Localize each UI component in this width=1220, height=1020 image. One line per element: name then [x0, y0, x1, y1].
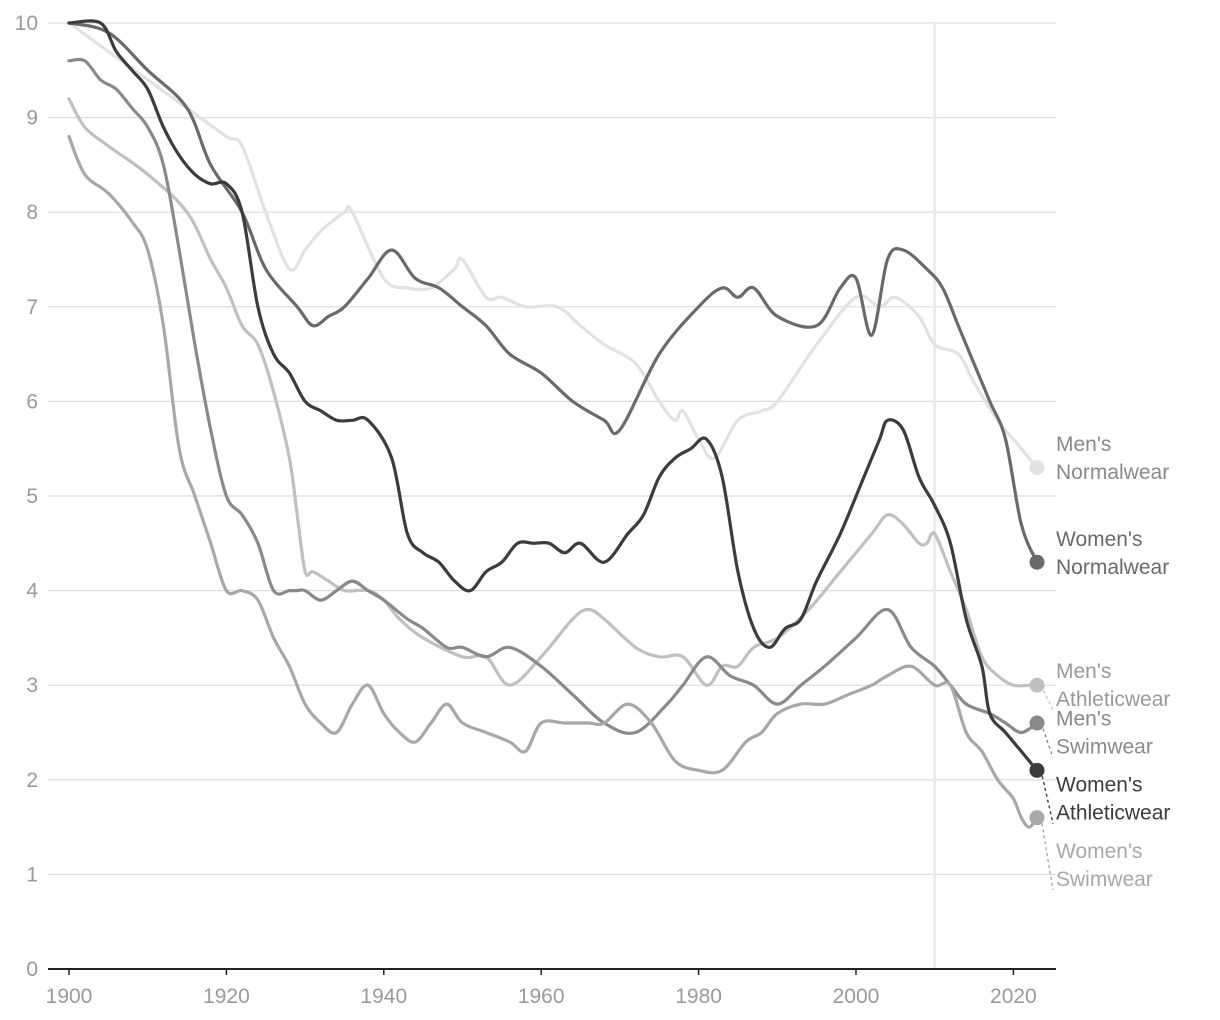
y-tick-label: 1 — [26, 863, 38, 886]
y-tick-label: 9 — [26, 107, 38, 130]
series-end-dot — [1029, 677, 1045, 693]
y-tick-label: 4 — [26, 580, 38, 603]
series-label-line: Men's — [1056, 433, 1111, 456]
label-leader-line — [1040, 722, 1054, 758]
series-label-line: Athleticwear — [1056, 688, 1170, 711]
y-tick-label: 0 — [26, 958, 38, 981]
series-end-dot — [1029, 460, 1045, 476]
series-line-5 — [67, 134, 1039, 829]
label-leader-line — [1040, 684, 1054, 711]
x-tick-label: 1920 — [203, 985, 250, 1008]
x-tick-label: 1940 — [360, 985, 407, 1008]
y-tick-label: 10 — [15, 12, 38, 35]
series-lines — [67, 19, 1039, 829]
series-label: Women's Athleticwear — [1056, 774, 1170, 825]
y-tick-label: 5 — [26, 485, 38, 508]
y-axis: 0 1 2 3 4 5 6 7 8 9 10 — [15, 12, 39, 981]
series-line-1 — [67, 21, 1039, 564]
series-label-line: Women's — [1056, 774, 1142, 797]
series-label-line: Swimwear — [1056, 736, 1153, 759]
label-leader-line — [1040, 817, 1054, 891]
series-label-line: Men's — [1056, 660, 1111, 683]
x-axis: 1900 1920 1940 1960 1980 2000 2020 — [46, 968, 1056, 1008]
series-line-2 — [67, 97, 1039, 688]
series-end-dot — [1029, 554, 1045, 570]
series-end-dot — [1029, 762, 1045, 778]
series-end-dot — [1029, 715, 1045, 731]
series-label: Women's Swimwear — [1056, 840, 1153, 891]
series-label-line: Normalwear — [1056, 461, 1169, 484]
series-line-4 — [67, 19, 1039, 772]
x-tick-label: 1960 — [518, 985, 565, 1008]
series-end-dot — [1029, 810, 1045, 826]
series-label-line: Normalwear — [1056, 556, 1169, 579]
series-label: Women's Normalwear — [1056, 528, 1169, 579]
y-tick-label: 8 — [26, 201, 38, 224]
gridlines — [48, 22, 1056, 876]
y-tick-label: 7 — [26, 296, 38, 319]
y-tick-label: 3 — [26, 674, 38, 697]
series-label: Men's Normalwear — [1056, 433, 1169, 484]
x-tick-label: 2000 — [833, 985, 880, 1008]
series-label-line: Athleticwear — [1056, 802, 1170, 825]
series-label: Men's Swimwear — [1056, 708, 1153, 759]
series-label-line: Men's — [1056, 708, 1111, 731]
series-label-line: Swimwear — [1056, 868, 1153, 891]
x-tick-label: 1900 — [46, 985, 93, 1008]
series-label-line: Women's — [1056, 840, 1142, 863]
series-end-markers — [1029, 460, 1045, 826]
x-tick-label: 1980 — [675, 985, 722, 1008]
y-tick-label: 6 — [26, 390, 38, 413]
series-line-0 — [67, 21, 1039, 470]
series-label-line: Women's — [1056, 528, 1142, 551]
y-tick-label: 2 — [26, 769, 38, 792]
x-tick-label: 2020 — [990, 985, 1037, 1008]
series-line-3 — [67, 57, 1039, 735]
series-label: Men's Athleticwear — [1056, 660, 1170, 711]
